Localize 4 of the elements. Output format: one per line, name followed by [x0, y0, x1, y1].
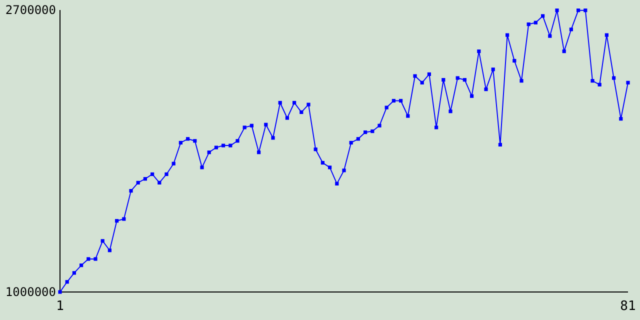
y-tick-label: 2700000 — [5, 3, 56, 18]
x-tick-label: 1 — [56, 299, 64, 314]
x-tick-label: 81 — [620, 299, 636, 314]
y-tick-label: 1000000 — [5, 285, 56, 300]
